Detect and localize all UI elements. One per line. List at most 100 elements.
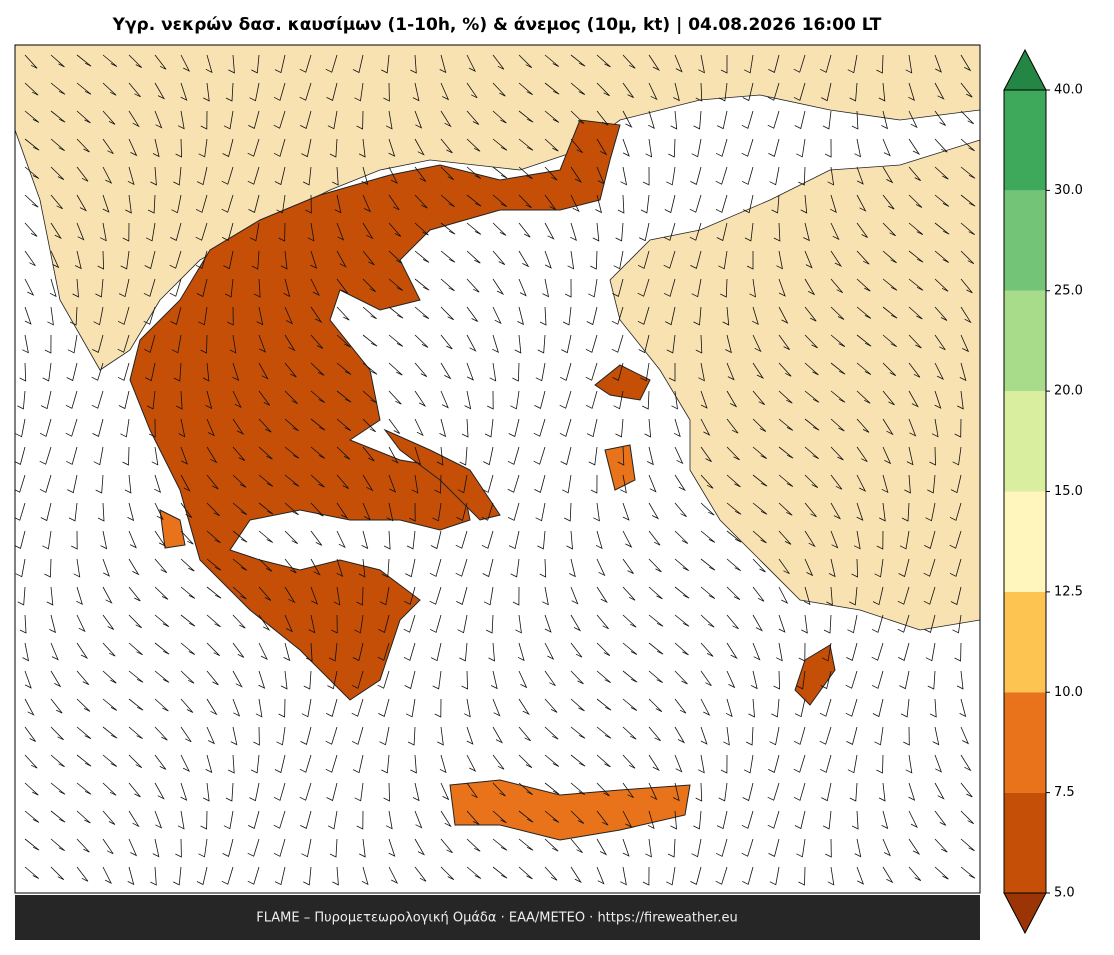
wind-barb xyxy=(388,278,404,291)
wind-barb xyxy=(414,278,430,291)
euboea xyxy=(383,428,501,521)
wind-barb xyxy=(154,586,169,600)
wind-barb xyxy=(925,642,936,662)
wind-barb xyxy=(405,558,416,578)
wind-barb xyxy=(544,166,558,181)
wind-barb xyxy=(585,362,598,381)
wind-barb xyxy=(518,222,531,238)
wind-barb xyxy=(960,82,973,98)
wind-barb xyxy=(695,82,703,102)
colorbar-tick-label: 5.0 xyxy=(1054,886,1075,901)
wind-barb xyxy=(228,54,235,74)
wind-barb xyxy=(440,166,455,181)
wind-barb xyxy=(879,502,886,522)
wind-barb xyxy=(648,530,661,546)
wind-barb xyxy=(648,502,660,520)
wind-barb xyxy=(622,558,634,574)
wind-barb xyxy=(878,782,886,802)
wind-barb xyxy=(564,502,572,522)
wind-barb xyxy=(39,418,52,437)
wind-barb xyxy=(700,698,711,716)
wind-barb xyxy=(611,306,624,325)
wind-barb xyxy=(352,642,364,662)
wind-barb xyxy=(908,306,923,320)
wind-barb xyxy=(284,390,298,405)
wind-barb xyxy=(949,558,962,577)
wind-barb xyxy=(899,530,910,550)
wind-barb xyxy=(377,670,390,689)
wind-barb xyxy=(725,698,733,718)
wind-barb xyxy=(310,530,323,546)
wind-barb xyxy=(596,166,605,185)
wind-barb xyxy=(24,54,38,69)
wind-barb xyxy=(361,866,369,886)
wind-barb xyxy=(690,166,702,185)
wind-barb xyxy=(648,82,658,101)
wind-barb xyxy=(154,726,168,741)
wind-barb xyxy=(310,446,326,459)
wind-barb xyxy=(125,194,132,214)
wind-barb xyxy=(544,838,559,852)
wind-barb xyxy=(800,194,808,214)
wind-barb xyxy=(492,838,508,851)
wind-barb xyxy=(284,362,297,378)
wind-barb xyxy=(596,558,606,577)
wind-barb xyxy=(336,418,352,431)
wind-barb xyxy=(128,614,142,629)
wind-barb xyxy=(76,138,90,153)
wind-barb xyxy=(378,614,390,633)
wind-barb xyxy=(120,418,130,438)
colorbar-segment xyxy=(1004,591,1046,693)
wind-barb xyxy=(180,614,196,627)
wind-barb xyxy=(570,782,585,795)
wind-barb xyxy=(258,586,272,601)
wind-barb xyxy=(483,446,494,466)
wind-barb xyxy=(145,222,156,242)
wind-barb xyxy=(358,558,366,578)
wind-barb xyxy=(24,866,40,879)
wind-barb xyxy=(821,642,832,662)
wind-barb xyxy=(258,446,273,460)
wind-barb xyxy=(154,670,170,683)
wind-barb xyxy=(622,54,636,69)
wind-barb xyxy=(752,474,768,487)
wind-barb xyxy=(492,698,501,717)
wind-barb xyxy=(882,138,891,157)
wind-barb xyxy=(154,54,167,70)
wind-barb xyxy=(640,194,650,214)
wind-barb xyxy=(407,726,416,746)
wind-barb xyxy=(278,222,286,242)
wind-barb xyxy=(881,110,889,130)
wind-barb xyxy=(882,838,891,857)
wind-barb xyxy=(336,446,351,460)
wind-barb xyxy=(284,558,297,574)
wind-barb xyxy=(195,194,208,213)
wind-barb xyxy=(882,222,896,237)
wind-barb xyxy=(518,698,530,716)
wind-barb xyxy=(725,334,732,354)
wind-barb xyxy=(924,530,936,549)
wind-barb xyxy=(466,82,478,99)
wind-barb xyxy=(76,222,85,241)
wind-barb xyxy=(336,362,352,375)
wind-barb xyxy=(534,474,546,493)
wind-barb xyxy=(414,446,422,465)
wind-barb xyxy=(700,390,708,409)
wind-barb xyxy=(960,250,975,265)
wind-barb xyxy=(793,726,806,745)
wind-barb xyxy=(50,754,65,768)
wind-barb xyxy=(102,194,110,213)
wind-barb xyxy=(769,866,780,886)
wind-barb xyxy=(882,250,897,264)
wind-barb xyxy=(227,306,234,326)
wind-barb xyxy=(588,446,598,466)
wind-barb xyxy=(300,726,312,745)
wind-barb xyxy=(830,306,845,320)
wind-barb xyxy=(959,698,967,718)
wind-barb xyxy=(492,110,507,124)
wind-barb xyxy=(356,586,364,606)
wind-barb xyxy=(429,558,442,577)
wind-barb xyxy=(674,530,689,544)
wind-barb xyxy=(362,390,377,404)
wind-barb xyxy=(248,194,260,213)
